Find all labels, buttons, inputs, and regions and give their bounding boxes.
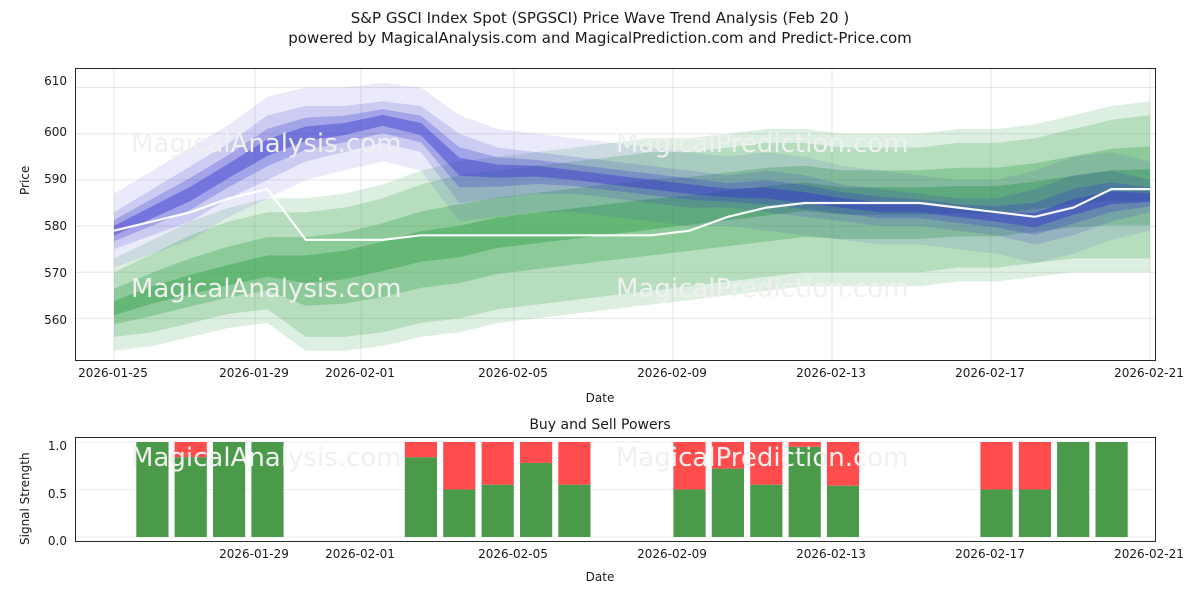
sub-xtick: 2026-02-21: [1114, 547, 1184, 561]
sub-xtick: 2026-02-13: [796, 547, 866, 561]
sub-xtick: 2026-02-09: [637, 547, 707, 561]
main-xtick: 2026-02-13: [796, 366, 866, 380]
main-xtick: 2026-02-21: [1114, 366, 1184, 380]
main-x-axis-label: Date: [585, 391, 615, 405]
main-ytick: 570: [44, 266, 67, 280]
sub-xtick: 2026-02-05: [478, 547, 548, 561]
main-xtick: 2026-01-25: [78, 366, 148, 380]
sub-xtick: 2026-02-01: [325, 547, 395, 561]
buy-sell-bars-plot: [76, 441, 1155, 538]
main-xtick: 2026-01-29: [219, 366, 289, 380]
page-title: S&P GSCI Index Spot (SPGSCI) Price Wave …: [350, 9, 850, 27]
sub-x-axis-label: Date: [585, 570, 615, 584]
sub-ytick: 0.5: [47, 487, 67, 501]
main-xtick: 2026-02-01: [325, 366, 395, 380]
main-ytick: 600: [44, 125, 67, 139]
sub-ytick: 0.0: [47, 534, 67, 548]
main-xtick: 2026-02-09: [637, 366, 707, 380]
sub-xtick: 2026-02-17: [955, 547, 1025, 561]
main-ytick: 590: [44, 172, 67, 186]
main-xtick: 2026-02-17: [955, 366, 1025, 380]
main-ytick: 560: [44, 313, 67, 327]
main-xtick: 2026-02-05: [478, 366, 548, 380]
chart-title-block: S&P GSCI Index Spot (SPGSCI) Price Wave …: [0, 8, 1200, 48]
price-wave-chart: MagicalAnalysis.com MagicalPrediction.co…: [75, 68, 1156, 361]
buy-sell-powers-chart: MagicalAnalysis.com MagicalPrediction.co…: [75, 437, 1156, 542]
sub-ytick: 1.0: [47, 439, 67, 453]
main-ytick: 580: [44, 219, 67, 233]
page-subtitle: powered by MagicalAnalysis.com and Magic…: [288, 29, 912, 47]
sub-chart-title: Buy and Sell Powers: [529, 417, 671, 433]
price-wave-plot: [76, 69, 1155, 360]
sub-xtick: 2026-01-29: [219, 547, 289, 561]
main-ytick: 610: [44, 74, 67, 88]
